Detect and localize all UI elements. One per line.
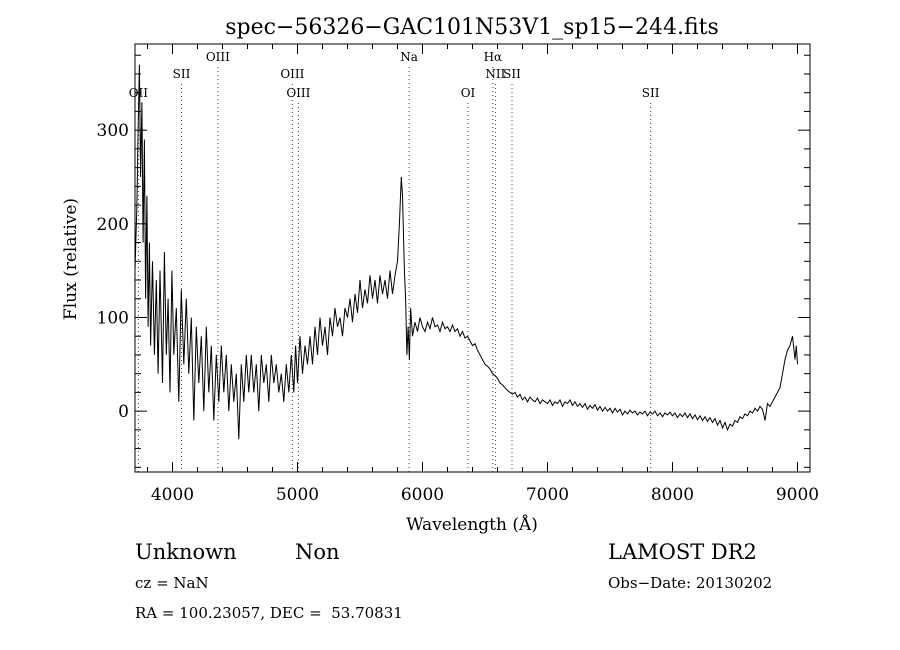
x-tick-label: 6000 (401, 485, 444, 505)
class-label: Unknown (135, 540, 237, 564)
line-marker-label: OIII (286, 86, 310, 100)
line-marker-label: NII (485, 67, 505, 81)
coords-text: RA = 100.23057, DEC = 53.70831 (135, 604, 403, 622)
y-axis-label: Flux (relative) (61, 198, 81, 320)
subclass-label: Non (295, 540, 340, 564)
y-tick-label: 100 (97, 308, 129, 328)
x-tick-label: 9000 (776, 485, 819, 505)
x-tick-label: 5000 (276, 485, 319, 505)
line-marker-label: Na (400, 50, 418, 64)
line-marker-label: OIII (206, 50, 230, 64)
line-marker-label: SII (503, 67, 521, 81)
x-tick-label: 7000 (526, 485, 569, 505)
plot-frame (134, 43, 811, 473)
survey-label: LAMOST DR2 (608, 540, 757, 564)
x-tick-label: 8000 (651, 485, 694, 505)
spectrum-line (134, 64, 798, 440)
x-tick-label: 4000 (151, 485, 194, 505)
obs-date-text: Obs−Date: 20130202 (608, 574, 773, 592)
line-marker-label: OIII (280, 67, 304, 81)
x-axis-label: Wavelength (Å) (406, 514, 538, 535)
line-marker-label: OI (461, 86, 476, 100)
line-marker-label: SII (642, 86, 660, 100)
y-tick-label: 300 (97, 121, 129, 141)
line-marker-label: SII (173, 67, 191, 81)
y-tick-label: 0 (118, 402, 129, 422)
cz-text: cz = NaN (135, 574, 209, 592)
y-axis: 0 100 200 300 (97, 54, 810, 468)
chart-title: spec−56326−GAC101N53V1_sp15−244.fits (225, 15, 719, 40)
y-tick-label: 200 (97, 215, 129, 235)
line-marker-label: Hα (484, 50, 503, 64)
x-axis: 4000 5000 6000 7000 8000 9000 (147, 44, 819, 505)
